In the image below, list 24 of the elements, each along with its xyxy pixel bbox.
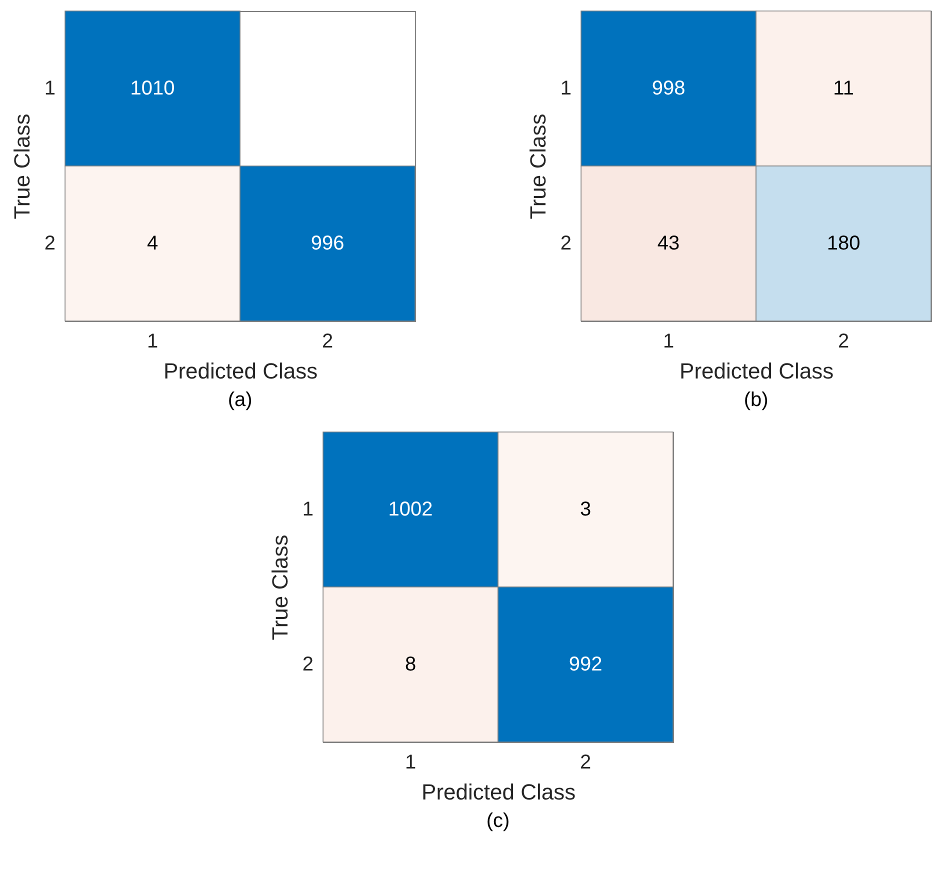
data-label: 1002 [388, 498, 433, 520]
y-axis-title: True Class [9, 114, 34, 220]
data-label: 1010 [130, 78, 175, 100]
y-axis-title: True Class [267, 534, 292, 640]
x-tick-label: 2 [838, 330, 850, 352]
x-tick-label: 2 [322, 330, 334, 352]
data-label: 992 [568, 654, 602, 676]
data-label: 996 [310, 232, 344, 254]
data-label: 4 [146, 232, 158, 254]
data-label: 43 [657, 232, 680, 254]
data-label: 180 [826, 232, 860, 254]
data-label: 998 [652, 78, 686, 100]
text: (b) [744, 389, 768, 411]
data-label: 3 [580, 498, 592, 520]
y-axis-title: True Class [525, 114, 550, 220]
x-tick-label: 1 [146, 330, 158, 352]
x-tick-label: 1 [662, 330, 674, 352]
text: (a) [228, 389, 252, 411]
x-axis-title: Predicted Class [680, 358, 834, 384]
x-axis-title: Predicted Class [164, 358, 318, 384]
data-label: 8 [404, 654, 416, 676]
x-axis-title: Predicted Class [422, 780, 576, 804]
data-label: 11 [833, 78, 854, 100]
text: (c) [486, 810, 510, 832]
